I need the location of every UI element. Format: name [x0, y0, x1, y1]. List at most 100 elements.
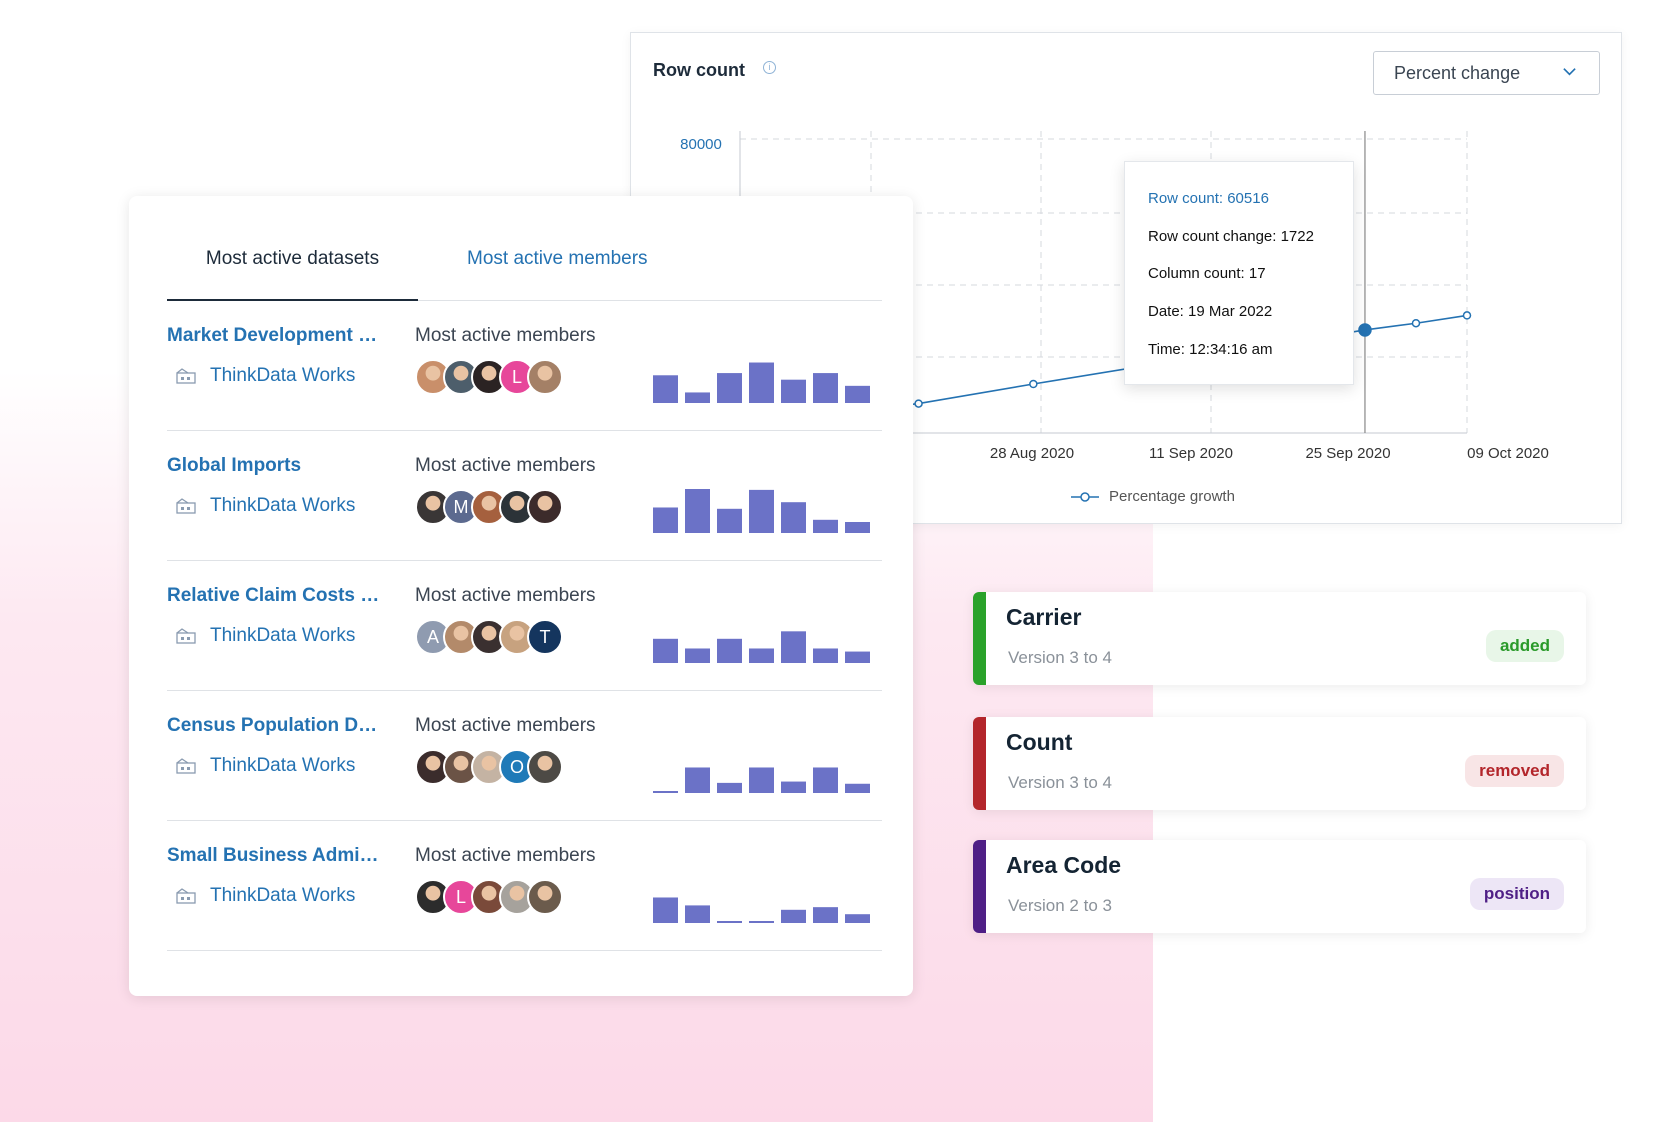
dataset-name-link[interactable]: Census Population Data	[167, 715, 382, 736]
data-point	[1029, 379, 1038, 389]
activity-bar	[781, 909, 806, 923]
activity-bar	[717, 638, 742, 663]
legend-label: Percentage growth	[1109, 488, 1235, 505]
avatar[interactable]	[527, 359, 563, 395]
activity-bar	[717, 508, 742, 533]
dataset-org[interactable]: ThinkData Works	[176, 755, 355, 777]
building-icon	[176, 888, 196, 904]
dataset-name-link[interactable]: Global Imports	[167, 455, 302, 476]
most-active-panel: Most active datasets Most active members…	[129, 196, 913, 996]
avatar-initial: L	[455, 887, 466, 907]
schema-change-card[interactable]: Area Code Version 2 to 3 position	[973, 840, 1586, 933]
activity-bar	[813, 648, 838, 663]
chart-title: Row count	[653, 60, 745, 80]
activity-bar	[685, 392, 710, 403]
avatar[interactable]: L	[443, 879, 479, 915]
activity-bar	[845, 651, 870, 663]
activity-bar	[781, 379, 806, 403]
activity-sparkbar	[653, 362, 870, 403]
version-range: Version 3 to 4	[1008, 648, 1112, 667]
avatar[interactable]	[527, 749, 563, 785]
dataset-org[interactable]: ThinkData Works	[176, 625, 355, 647]
y-tick-label: 80000	[680, 136, 722, 153]
avatar[interactable]: T	[527, 619, 563, 655]
member-avatars: L	[415, 879, 563, 915]
data-point	[1462, 311, 1472, 320]
avatar[interactable]	[527, 489, 563, 525]
chart-tooltip: Row count: 60516 Row count change: 1722 …	[1124, 161, 1354, 385]
activity-bar	[845, 914, 870, 923]
table-row: Relative Claim Costs by Province ThinkDa…	[167, 561, 882, 691]
column-name: Area Code	[1006, 852, 1122, 878]
legend-line-marker-icon	[1071, 491, 1099, 502]
tab-most-active-members[interactable]: Most active members	[467, 248, 648, 269]
panel-tabs: Most active datasets Most active members	[167, 196, 882, 301]
activity-bar	[813, 907, 838, 923]
dataset-name-link[interactable]: Relative Claim Costs by Province	[167, 585, 382, 606]
table-row: Census Population Data ThinkData Works M…	[167, 691, 882, 821]
activity-bar	[845, 522, 870, 533]
dataset-name-link[interactable]: Market Development Indicators	[167, 325, 382, 346]
members-label: Most active members	[415, 845, 596, 866]
schema-change-card[interactable]: Count Version 3 to 4 removed	[973, 717, 1586, 810]
building-icon	[176, 498, 196, 514]
table-row: Global Imports ThinkData Works Most acti…	[167, 431, 882, 561]
tooltip-row-count: Row count: 60516	[1148, 190, 1269, 207]
change-type-badge: position	[1469, 878, 1564, 910]
info-icon[interactable]: i	[763, 61, 776, 74]
dataset-name-link[interactable]: Small Business Administration	[167, 845, 382, 866]
org-name: ThinkData Works	[210, 755, 356, 776]
activity-bar	[749, 648, 774, 663]
activity-bar	[813, 767, 838, 793]
activity-bar	[653, 897, 678, 923]
activity-sparkbar	[653, 767, 870, 793]
activity-bar	[717, 782, 742, 793]
change-type-badge: added	[1485, 630, 1564, 662]
activity-bar	[685, 648, 710, 663]
members-label: Most active members	[415, 455, 596, 476]
activity-bar	[781, 781, 806, 793]
tooltip-time: Time: 12:34:16 am	[1148, 340, 1273, 358]
tooltip-row-count-change: Row count change: 1722	[1148, 227, 1314, 245]
change-accent-bar	[973, 717, 986, 810]
dataset-org[interactable]: ThinkData Works	[176, 495, 355, 517]
activity-bar	[749, 767, 774, 793]
change-accent-bar	[973, 840, 986, 933]
chevron-down-icon	[1563, 68, 1576, 76]
chart-legend[interactable]: Percentage growth	[1071, 488, 1235, 505]
activity-bar	[685, 767, 710, 793]
dropdown-value: Percent change	[1394, 63, 1521, 83]
member-avatars: M	[415, 489, 563, 525]
activity-bar	[845, 783, 870, 793]
avatar-initial: T	[539, 627, 551, 647]
members-label: Most active members	[415, 325, 596, 346]
avatar[interactable]	[443, 619, 479, 655]
dataset-org[interactable]: ThinkData Works	[176, 885, 355, 907]
org-name: ThinkData Works	[210, 495, 356, 516]
version-range: Version 3 to 4	[1008, 773, 1112, 792]
org-name: ThinkData Works	[210, 365, 356, 386]
members-label: Most active members	[415, 715, 596, 736]
avatar[interactable]	[527, 879, 563, 915]
table-row: Market Development Indicators ThinkData …	[167, 301, 882, 431]
activity-bar	[781, 631, 806, 663]
tab-most-active-datasets[interactable]: Most active datasets	[167, 248, 418, 301]
metric-dropdown[interactable]: Percent change	[1373, 51, 1600, 95]
activity-bar	[717, 921, 742, 923]
tooltip-column-count: Column count: 17	[1148, 265, 1266, 283]
activity-bar	[749, 489, 774, 533]
dataset-org[interactable]: ThinkData Works	[176, 365, 355, 387]
activity-sparkbar	[653, 897, 870, 923]
member-avatars: L	[415, 359, 563, 395]
schema-change-card[interactable]: Carrier Version 3 to 4 added	[973, 592, 1586, 685]
data-point	[1411, 318, 1421, 328]
tooltip-date: Date: 19 Mar 2022	[1148, 303, 1273, 321]
building-icon	[176, 368, 196, 384]
avatar-initial: L	[511, 367, 522, 387]
activity-bar	[685, 489, 710, 533]
activity-bar	[653, 638, 678, 663]
activity-bar	[781, 502, 806, 533]
column-name: Count	[1006, 729, 1073, 755]
org-name: ThinkData Works	[210, 625, 356, 646]
